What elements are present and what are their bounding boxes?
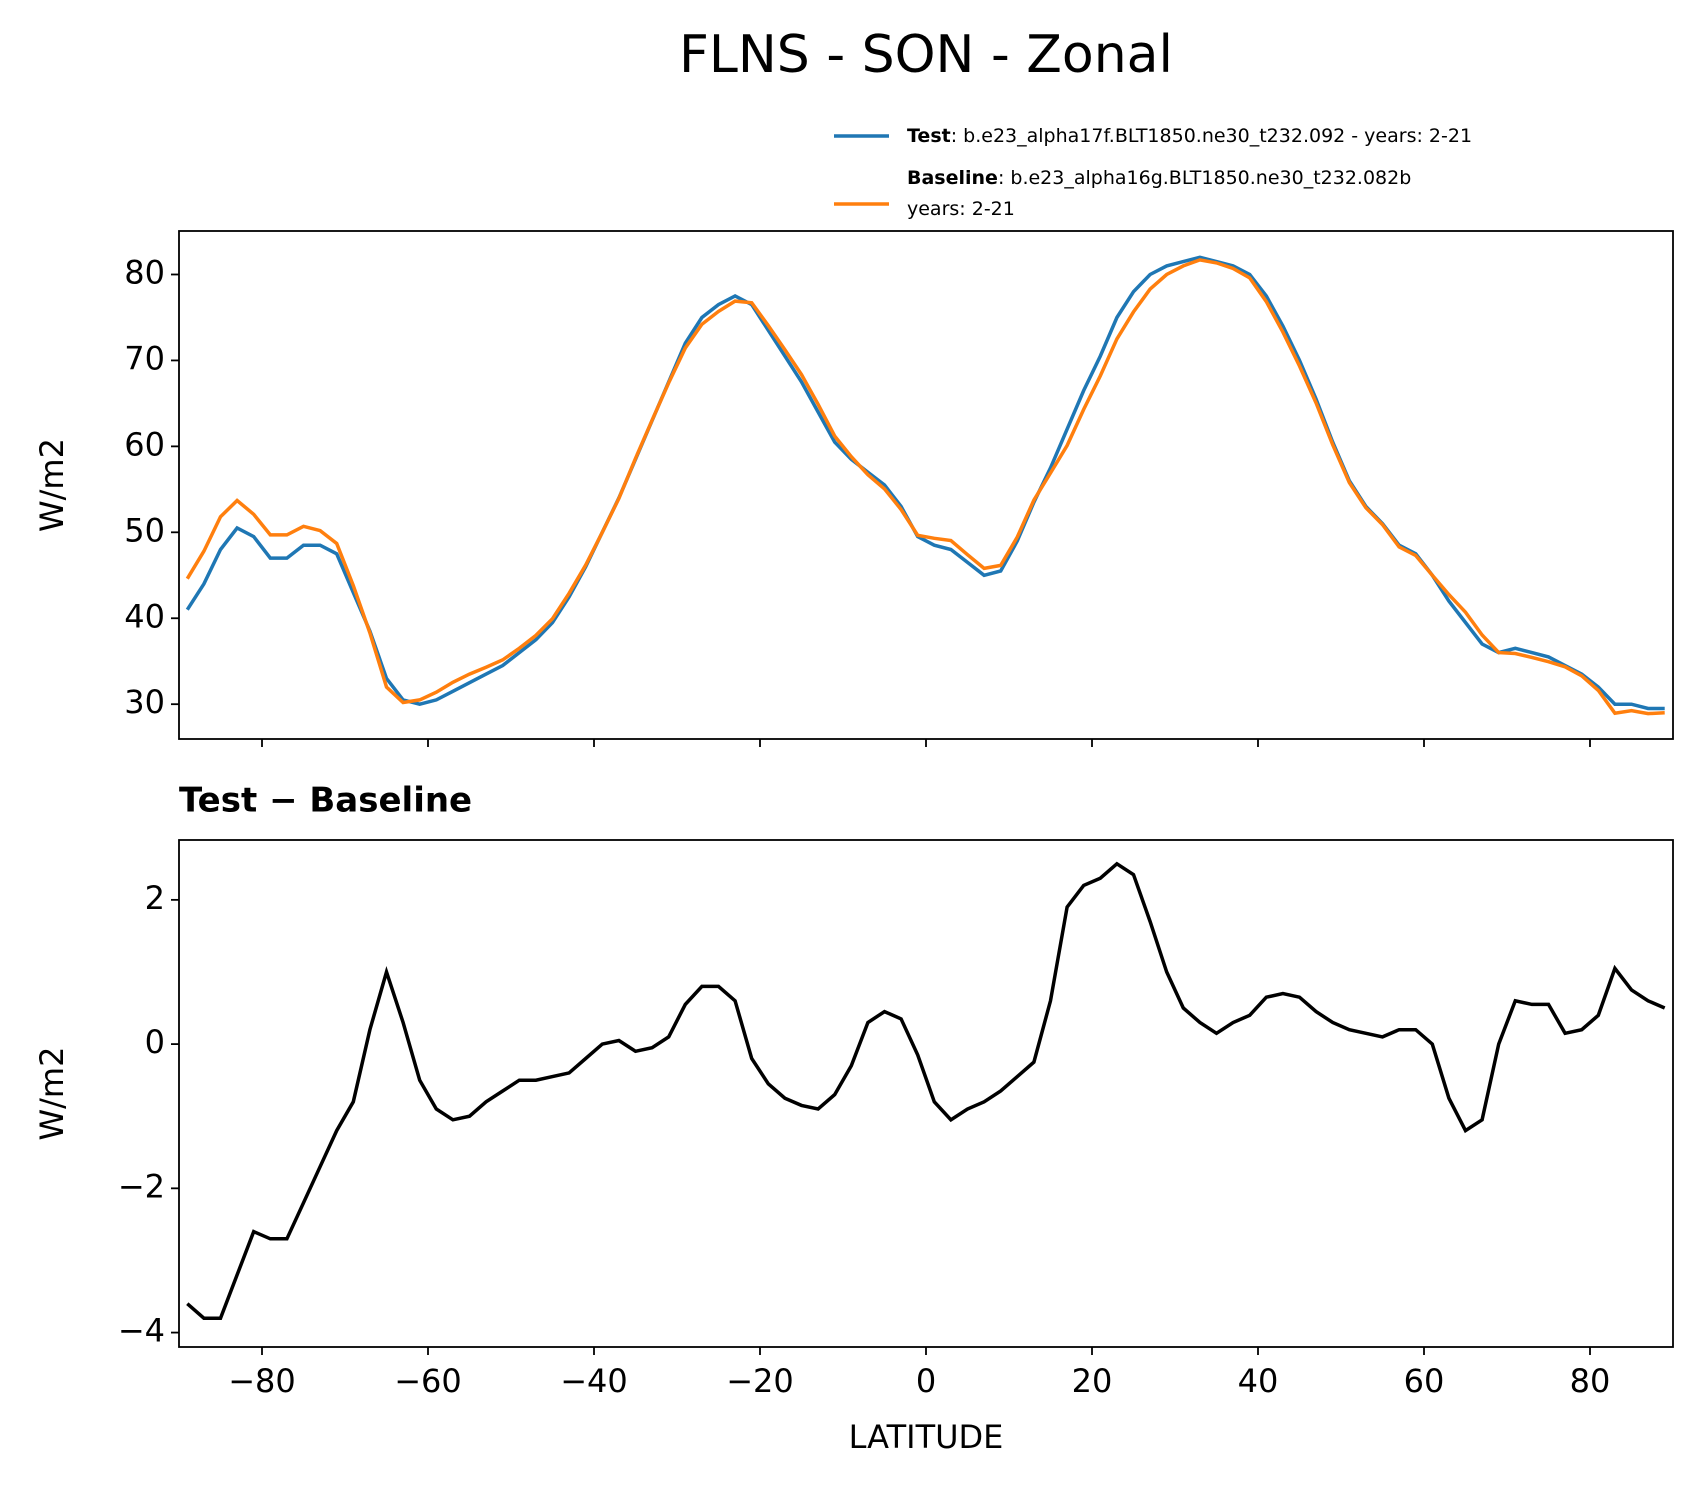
x-tick-label: −20 [726,1362,794,1400]
y-axis-label: W/m2 [33,438,71,532]
legend-description: : b.e23_alpha16g.BLT1850.ne30_t232.082b [998,167,1411,189]
x-tick-label: −60 [394,1362,462,1400]
y-tick-label: −2 [118,1167,165,1205]
y-tick-label: 40 [124,597,165,635]
legend-text: years: 2-21 [907,198,1015,220]
data-line [186,861,1666,1320]
y-axis-label: W/m2 [33,1047,71,1141]
x-tick-label: 20 [1072,1362,1113,1400]
x-tick-label: 40 [1238,1362,1279,1400]
axes-frame [178,230,1674,740]
y-tick-label: 30 [124,683,165,721]
y-tick-label: 50 [124,511,165,549]
x-tick-label: −80 [228,1362,296,1400]
y-tick-label: 2 [145,879,165,917]
subplot-title: Test − Baseline [179,781,472,821]
y-tick-label: 0 [145,1023,165,1061]
x-tick-label: −40 [560,1362,628,1400]
y-tick-label: 80 [124,253,165,291]
x-tick-label: 80 [1570,1362,1611,1400]
data-line [185,255,1665,711]
legend-name: Test [907,125,951,147]
legend-text: Baseline: b.e23_alpha16g.BLT1850.ne30_t2… [907,167,1411,189]
y-tick-label: −4 [118,1312,165,1350]
x-tick-label: 0 [916,1362,936,1400]
y-tick-label: 70 [124,339,165,377]
x-axis-label: LATITUDE [849,1418,1004,1456]
y-tick-label: 60 [124,425,165,463]
x-tick-label: 60 [1404,1362,1445,1400]
legend-text: Test: b.e23_alpha17f.BLT1850.ne30_t232.0… [907,125,1472,147]
legend-name: Baseline [907,167,998,189]
data-line [185,258,1665,716]
legend-description: years: 2-21 [907,198,1015,220]
chart-title: FLNS - SON - Zonal [679,25,1173,85]
legend-description: : b.e23_alpha17f.BLT1850.ne30_t232.092 -… [951,125,1472,147]
